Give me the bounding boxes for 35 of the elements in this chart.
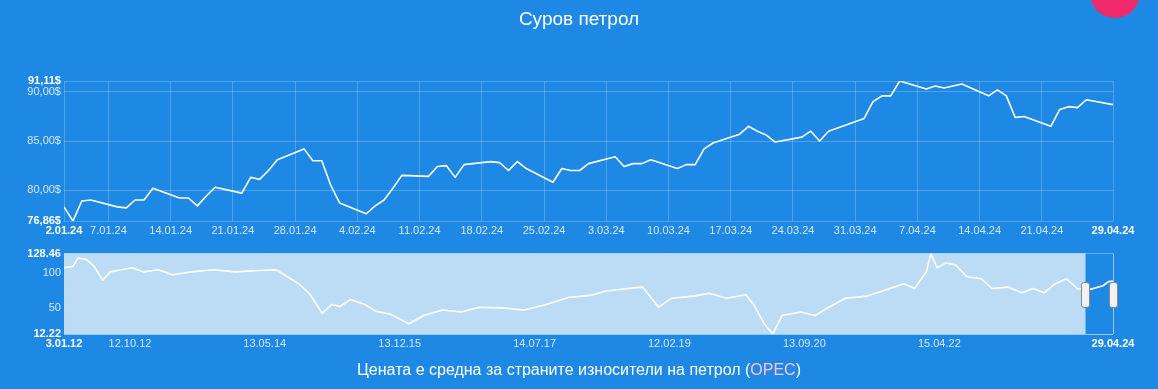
x-tick-label: 29.04.24: [1091, 223, 1136, 236]
x-tick-label: 15.04.22: [917, 336, 961, 349]
x-tick-label: 29.04.24: [1091, 336, 1136, 349]
x-tick-label: 11.02.24: [398, 223, 441, 236]
x-tick-label: 21.04.24: [1020, 223, 1064, 236]
x-tick-label: 3.03.24: [587, 223, 625, 236]
y-tick-label: 50: [48, 300, 61, 313]
x-tick-label: 24.03.24: [771, 223, 815, 236]
x-tick-label: 31.03.24: [833, 223, 877, 236]
x-tick-label: 14.07.17: [513, 336, 557, 349]
y-tick-label: 100: [42, 266, 61, 279]
x-tick-label: 14.01.24: [149, 223, 193, 236]
x-tick-label: 28.01.24: [273, 223, 317, 236]
x-tick-label: 7.04.24: [899, 223, 936, 236]
x-tick-label: 12.02.19: [647, 336, 691, 349]
x-tick-label: 18.02.24: [460, 223, 504, 236]
x-tick-label: 17.03.24: [709, 223, 753, 236]
x-tick-label: 14.04.24: [958, 223, 1002, 236]
x-tick-label: 12.10.12: [108, 336, 152, 349]
x-tick-label: 7.01.24: [90, 223, 127, 236]
y-tick-label: 80,00$: [27, 183, 61, 196]
x-tick-label: 13.05.14: [243, 336, 287, 349]
x-tick-label: 4.02.24: [339, 223, 376, 236]
y-tick-label: 85,00$: [27, 134, 61, 147]
x-tick-label: 13.09.20: [782, 336, 826, 349]
x-tick-label: 21.01.24: [211, 223, 255, 236]
y-tick-label: 128.46: [27, 246, 61, 259]
x-tick-label: 10.03.24: [647, 223, 690, 236]
x-tick-label: 13.12.15: [378, 336, 422, 349]
y-tick-label: 91,11$: [27, 74, 61, 87]
chart-title: Суров петрол: [517, 8, 641, 30]
x-tick-label: 25.02.24: [522, 223, 566, 236]
y-tick-label: 90,00$: [27, 84, 61, 97]
text: Цената е средна за страните износители на петрол (OPEC): [356, 361, 802, 379]
y-tick-label: 76,86$: [27, 214, 61, 227]
